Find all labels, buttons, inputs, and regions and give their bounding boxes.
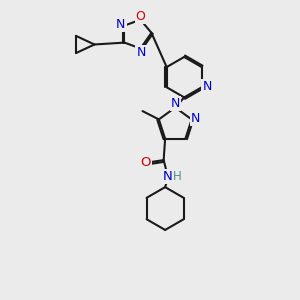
Text: H: H (173, 170, 182, 183)
Text: N: N (191, 112, 200, 125)
Text: O: O (136, 10, 146, 23)
Text: N: N (202, 80, 212, 93)
Text: O: O (140, 156, 151, 169)
Text: N: N (116, 19, 126, 32)
Text: N: N (171, 97, 180, 110)
Text: N: N (136, 46, 146, 59)
Text: N: N (163, 170, 173, 183)
